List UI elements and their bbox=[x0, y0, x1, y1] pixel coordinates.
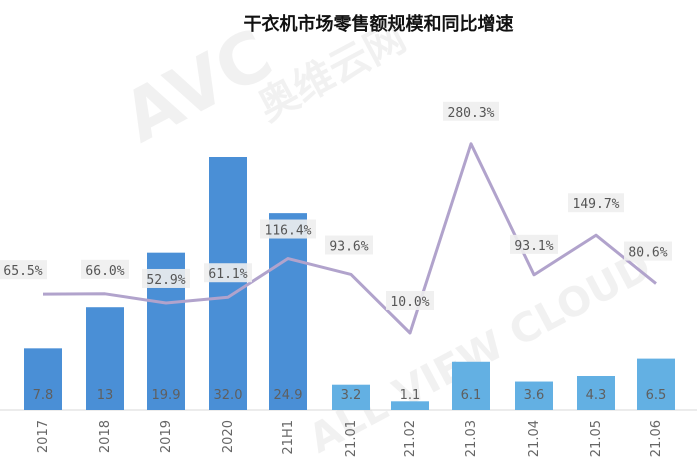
line-value-label: 80.6% bbox=[628, 246, 667, 261]
bar-value-label: 4.3 bbox=[586, 388, 607, 403]
bar-value-label: 32.0 bbox=[214, 388, 243, 403]
x-tick-label: 21.06 bbox=[649, 420, 664, 457]
bar-2017 bbox=[24, 348, 62, 410]
bar-21H1 bbox=[269, 213, 307, 410]
line-value-label: 65.5% bbox=[3, 264, 42, 279]
bar-value-label: 6.1 bbox=[461, 388, 482, 403]
x-tick-label: 2019 bbox=[159, 420, 174, 453]
line-value-label: 66.0% bbox=[85, 264, 124, 279]
bar-value-label: 7.8 bbox=[33, 388, 54, 403]
line-value-label: 116.4% bbox=[265, 224, 312, 239]
bar-21.01 bbox=[332, 384, 370, 410]
bar-21.05 bbox=[577, 376, 615, 410]
line-value-label: 52.9% bbox=[146, 273, 185, 288]
x-tick-label: 2018 bbox=[98, 420, 113, 453]
line-label-box bbox=[204, 263, 252, 283]
line-label-box bbox=[510, 234, 558, 254]
line-value-label: 149.7% bbox=[573, 197, 620, 212]
line-label-box bbox=[260, 219, 316, 239]
x-tick-label: 21.01 bbox=[344, 420, 359, 457]
bar-value-label: 3.6 bbox=[524, 388, 545, 403]
line-label-box bbox=[325, 235, 373, 255]
line-value-label: 10.0% bbox=[390, 295, 429, 310]
bar-value-label: 1.1 bbox=[400, 388, 421, 403]
bar-2020 bbox=[209, 157, 247, 410]
line-label-box bbox=[443, 101, 499, 121]
line-label-box bbox=[81, 259, 129, 279]
line-label-box bbox=[568, 193, 624, 213]
bar-value-label: 24.9 bbox=[274, 388, 303, 403]
bar-value-label: 13 bbox=[97, 388, 114, 403]
bar-21.06 bbox=[637, 358, 675, 410]
line-value-label: 280.3% bbox=[448, 106, 495, 121]
bar-value-label: 6.5 bbox=[646, 388, 667, 403]
growth-line bbox=[42, 142, 657, 335]
bar-value-label: 3.2 bbox=[341, 388, 362, 403]
line-label-box bbox=[0, 260, 47, 280]
line-label-box bbox=[624, 241, 672, 261]
x-tick-label: 2017 bbox=[36, 420, 51, 453]
x-tick-label: 21.02 bbox=[403, 420, 418, 457]
line-value-label: 61.1% bbox=[208, 267, 247, 282]
bar-2018 bbox=[86, 307, 124, 410]
line-label-box bbox=[142, 268, 190, 288]
x-tick-label: 21.03 bbox=[464, 420, 479, 457]
chart-title: 干衣机市场零售额规模和同比增速 bbox=[243, 14, 514, 35]
bar-value-label: 19.9 bbox=[152, 388, 181, 403]
line-value-label: 93.6% bbox=[329, 239, 368, 254]
line-value-label: 93.1% bbox=[514, 239, 553, 254]
bar-21.03 bbox=[452, 361, 490, 410]
line-label-box bbox=[386, 291, 434, 310]
x-tick-label: 21.04 bbox=[527, 420, 542, 457]
bar-21.04 bbox=[515, 381, 553, 410]
x-tick-label: 21.05 bbox=[589, 420, 604, 457]
x-tick-label: 21H1 bbox=[281, 420, 296, 455]
bar-21.02 bbox=[391, 401, 429, 410]
x-tick-label: 2020 bbox=[221, 420, 236, 453]
